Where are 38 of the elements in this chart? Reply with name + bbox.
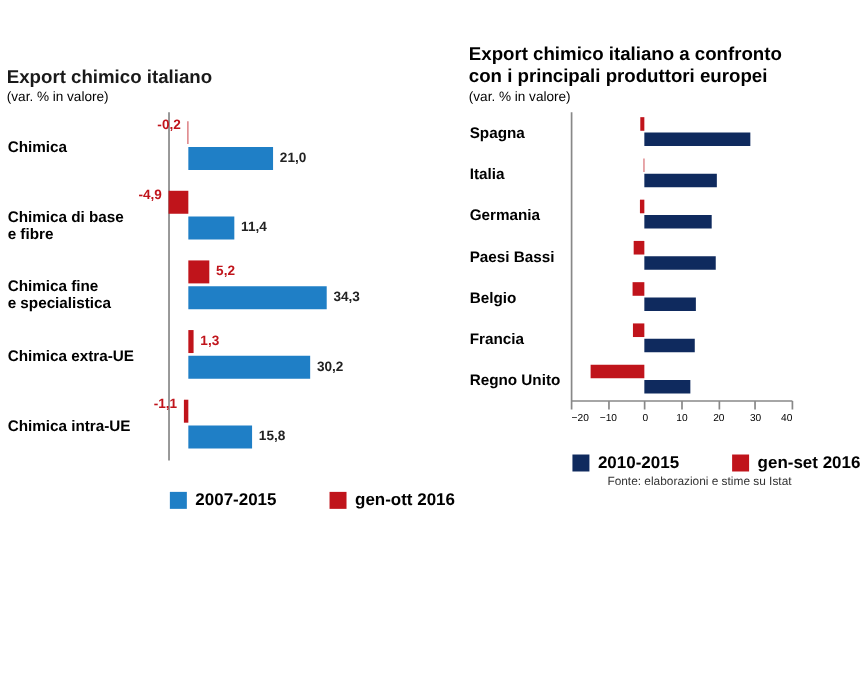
y-tick-label: Chimica fine e specialistica bbox=[7, 277, 113, 313]
bar bbox=[644, 256, 716, 270]
bar bbox=[632, 282, 645, 296]
y-tick-label: Belgio bbox=[469, 288, 517, 307]
y-tick-label: Chimica intra-UE bbox=[7, 416, 131, 435]
bar bbox=[188, 330, 194, 354]
bar bbox=[644, 379, 691, 394]
bar bbox=[644, 214, 712, 229]
y-tick-label: Regno Unito bbox=[469, 371, 561, 390]
legend-label: gen-set 2016 bbox=[757, 452, 861, 473]
bar bbox=[183, 399, 189, 423]
y-tick-label: Italia bbox=[469, 165, 506, 184]
y-tick-label: Germania bbox=[469, 206, 542, 225]
bar bbox=[188, 260, 210, 284]
y-tick-label: Spagna bbox=[469, 123, 527, 142]
y-tick-label: Paesi Bassi bbox=[469, 247, 555, 266]
bar bbox=[168, 190, 189, 214]
y-tick-label: Chimica extra-UE bbox=[7, 347, 134, 366]
bar bbox=[188, 286, 327, 310]
legend-label: gen-ott 2016 bbox=[355, 489, 456, 510]
bar bbox=[644, 297, 696, 312]
bar bbox=[188, 425, 253, 449]
chart-title: Export chimico italiano a confronto con i principali produttori europei bbox=[468, 44, 783, 87]
chart-title: Export chimico italiano bbox=[6, 66, 213, 87]
bar bbox=[590, 364, 645, 379]
bar bbox=[188, 216, 235, 240]
bar bbox=[644, 132, 751, 147]
y-tick-label: Francia bbox=[469, 330, 526, 349]
bar bbox=[188, 355, 311, 379]
legend-label: 2010-2015 bbox=[597, 452, 680, 473]
bar bbox=[633, 240, 645, 255]
y-tick-label: Chimica di base e fibre bbox=[7, 207, 124, 243]
bar bbox=[644, 338, 695, 353]
bar bbox=[632, 323, 645, 338]
bar bbox=[188, 146, 274, 170]
bar bbox=[644, 173, 717, 188]
y-tick-label: Chimica bbox=[7, 138, 69, 157]
legend-label: 2007-2015 bbox=[195, 489, 278, 510]
